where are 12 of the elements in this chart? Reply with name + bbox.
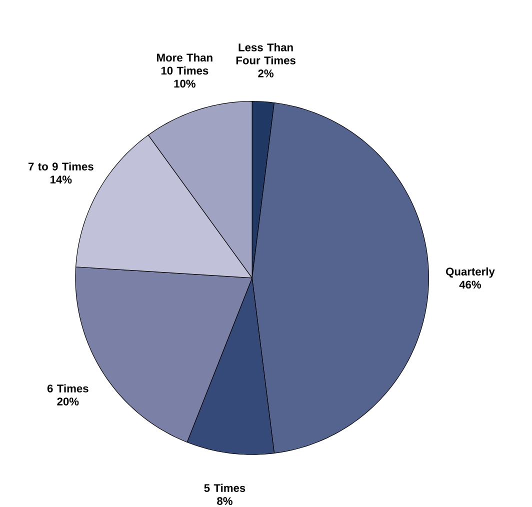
slice-label: 5 Times	[204, 484, 246, 492]
slice-label: 6 Times	[47, 384, 88, 393]
data-label: 14%	[50, 176, 72, 184]
data-label: 10%	[174, 80, 196, 88]
slice-label: 7 to 9 Times	[28, 162, 94, 171]
slice-label: Quarterly	[446, 268, 495, 278]
data-label: 46%	[459, 280, 482, 289]
data-label: 8%	[217, 497, 232, 506]
slice-label: Less Than Four Times	[236, 43, 296, 64]
slice-label: More Than 10 Times	[157, 54, 212, 75]
data-label: 20%	[57, 398, 79, 406]
data-label: 2%	[258, 70, 274, 78]
